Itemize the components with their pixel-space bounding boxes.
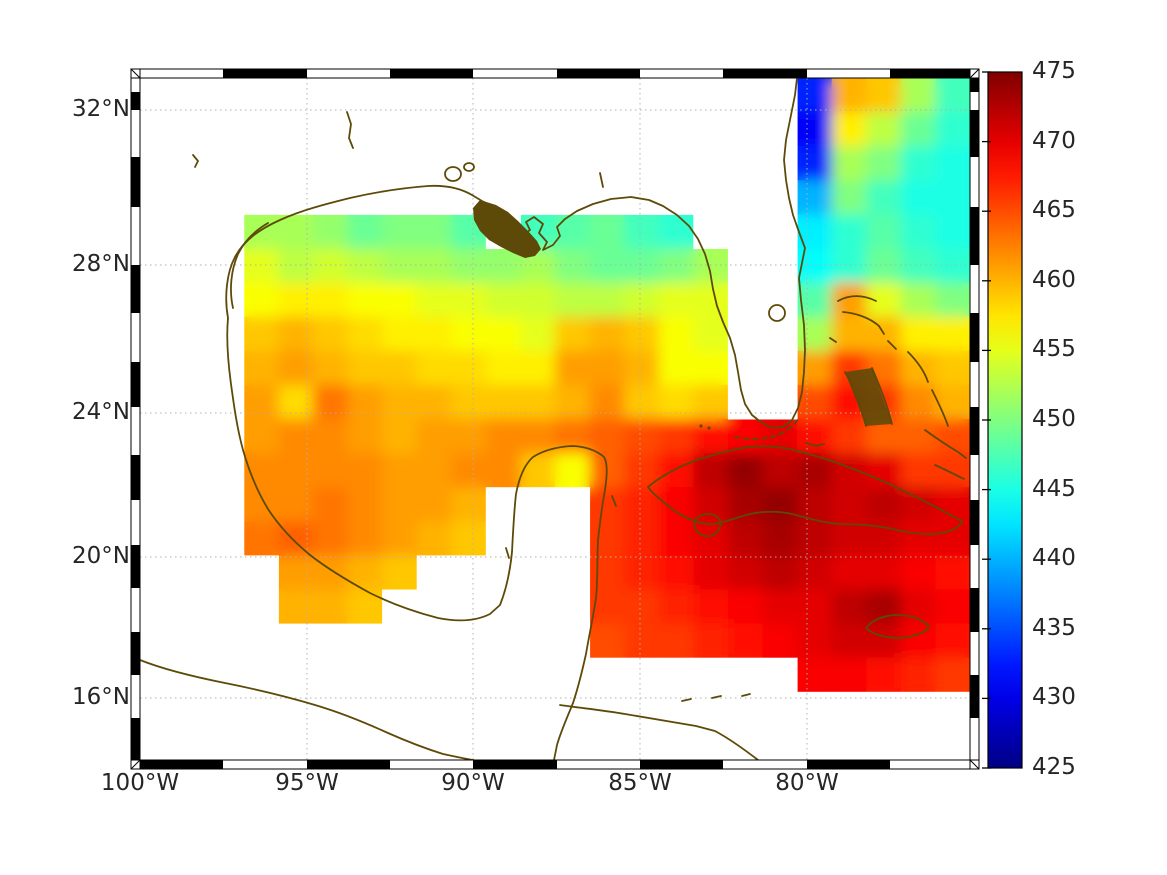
lat-tick-label: 24°N bbox=[72, 399, 130, 425]
colorbar-tick-label: 435 bbox=[1032, 614, 1076, 641]
colorbar-tick-label: 465 bbox=[1032, 197, 1076, 224]
lon-tick-label: 85°W bbox=[608, 770, 672, 796]
colorbar-tick-label: 460 bbox=[1032, 266, 1076, 293]
colorbar-tick-label: 475 bbox=[1032, 58, 1076, 84]
lat-tick-label: 20°N bbox=[72, 543, 130, 569]
lon-tick-label: 95°W bbox=[275, 770, 339, 796]
lat-tick-label: 16°N bbox=[72, 684, 130, 710]
lon-tick-label: 80°W bbox=[775, 770, 839, 796]
colorbar-tick-label: 450 bbox=[1032, 406, 1076, 432]
lat-tick-label: 32°N bbox=[72, 96, 130, 122]
colorbar-tick-label: 455 bbox=[1032, 336, 1076, 363]
map-frame bbox=[130, 68, 980, 770]
lon-tick-label: 90°W bbox=[441, 770, 505, 796]
colorbar-tick-label: 440 bbox=[1032, 545, 1076, 572]
colorbar bbox=[982, 71, 1023, 769]
graticule bbox=[140, 78, 970, 760]
colorbar-tick-label: 430 bbox=[1032, 684, 1076, 711]
colorbar-tick-label: 445 bbox=[1032, 475, 1076, 502]
colorbar-tick-label: 425 bbox=[1032, 754, 1076, 780]
colorbar-tick-label: 470 bbox=[1032, 127, 1076, 154]
coastlines bbox=[140, 78, 967, 760]
land-mask-layer bbox=[140, 78, 970, 760]
lat-tick-label: 28°N bbox=[72, 251, 130, 277]
lon-tick-label: 100°W bbox=[100, 770, 180, 796]
